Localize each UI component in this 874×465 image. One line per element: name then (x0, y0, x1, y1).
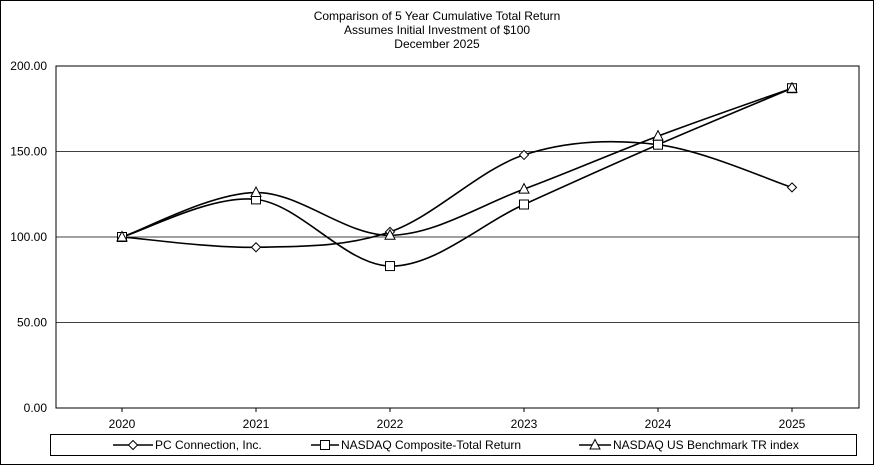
nasdaq-benchmark-triangle-marker (250, 185, 262, 198)
nasdaq-benchmark-triangle-marker (786, 81, 798, 93)
legend-triangle-marker-icon (579, 438, 611, 450)
x-tick-label: 2024 (645, 417, 672, 431)
legend-diamond-marker-icon (113, 439, 153, 451)
chart-legend: PC Connection, Inc. NASDAQ Composite-Tot… (50, 434, 857, 456)
nasdaq-benchmark-triangle-marker (652, 129, 664, 141)
x-tick-label: 2025 (779, 417, 806, 431)
nasdaq-composite-square-marker (653, 139, 663, 150)
x-tick-label: 2020 (109, 417, 136, 431)
plot-area (55, 65, 860, 409)
nasdaq-benchmark-triangle-marker (384, 228, 396, 240)
nasdaq-composite-square-marker (385, 261, 395, 272)
legend-item-nasdaq-composite: NASDAQ Composite-Total Return (311, 435, 521, 455)
pc-connection-diamond-marker (786, 182, 798, 193)
chart-subtitle-1: Assumes Initial Investment of $100 (343, 23, 531, 37)
chart-title: Comparison of 5 Year Cumulative Total Re… (313, 9, 561, 23)
x-tick-label: 2021 (243, 417, 270, 431)
chart-subtitle-2: December 2025 (394, 37, 480, 51)
legend-label-pc-connection: PC Connection, Inc. (155, 438, 262, 452)
y-tick-label: 50.00 (17, 316, 47, 330)
legend-square-marker-icon (311, 440, 339, 450)
nasdaq-composite-series-line (121, 87, 793, 267)
legend-item-nasdaq-benchmark: NASDAQ US Benchmark TR index (579, 435, 799, 455)
pc-connection-diamond-marker (518, 149, 530, 161)
nasdaq-benchmark-series-line (121, 87, 793, 238)
pc-connection-diamond-marker (250, 242, 262, 253)
y-tick-label: 200.00 (10, 59, 47, 73)
y-tick-label: 0.00 (24, 401, 48, 415)
legend-item-pc-connection: PC Connection, Inc. (113, 435, 262, 455)
y-tick-label: 150.00 (10, 145, 47, 159)
y-tick-label: 100.00 (10, 230, 47, 244)
legend-label-nasdaq-composite: NASDAQ Composite-Total Return (341, 438, 522, 452)
pc-connection-series-line (121, 140, 793, 249)
nasdaq-composite-square-marker (519, 199, 529, 210)
x-tick-label: 2023 (511, 417, 538, 431)
x-tick-label: 2022 (377, 417, 404, 431)
nasdaq-benchmark-triangle-marker (116, 230, 128, 242)
chart-titles: Comparison of 5 Year Cumulative Total Re… (0, 9, 874, 51)
nasdaq-benchmark-triangle-marker (518, 182, 530, 194)
legend-label-nasdaq-benchmark: NASDAQ US Benchmark TR index (613, 438, 799, 452)
